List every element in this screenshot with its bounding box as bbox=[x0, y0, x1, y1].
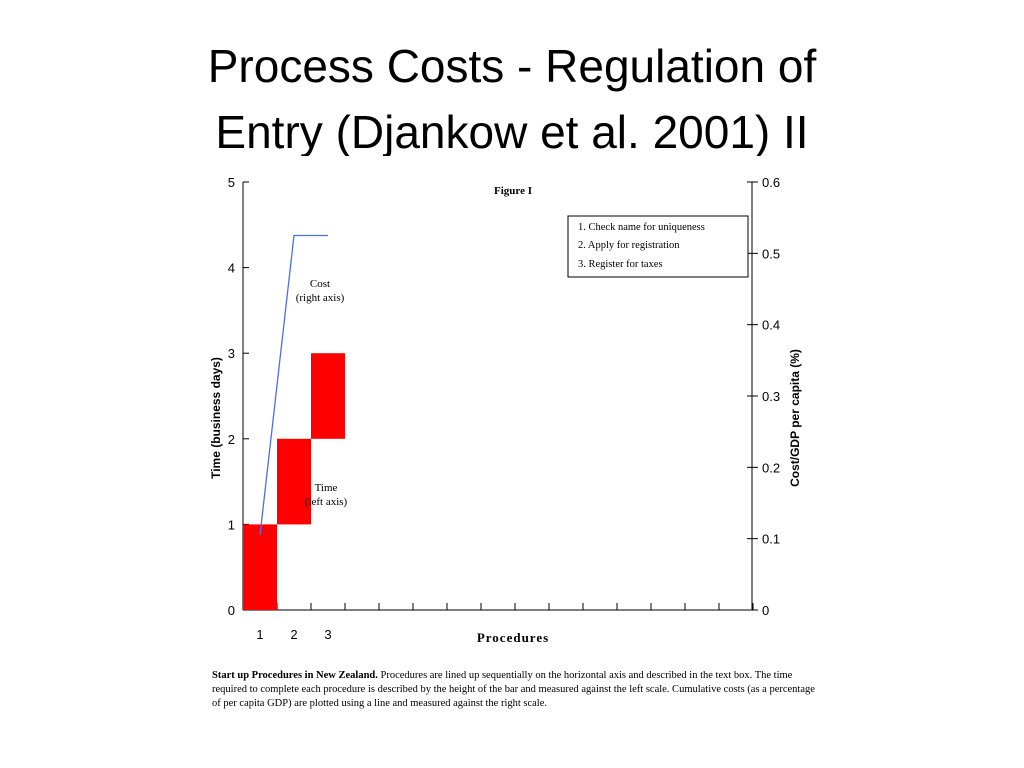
time-annotation-line-1: Time bbox=[315, 482, 338, 494]
time-bar-procedure-2 bbox=[277, 438, 311, 525]
y2-tick-label: 0.6 bbox=[762, 175, 780, 190]
y-tick-label: 5 bbox=[228, 175, 235, 190]
y2-tick-label: 0.5 bbox=[762, 246, 780, 261]
legend-item-2: 2. Apply for registration bbox=[578, 240, 680, 251]
y-tick-label: 4 bbox=[228, 261, 235, 276]
caption-heading: Start up Procedures in New Zealand. bbox=[212, 670, 378, 681]
x-tick-label: 3 bbox=[324, 627, 331, 642]
legend-item-1: 1. Check name for uniqueness bbox=[578, 222, 705, 233]
y2-tick-label: 0.3 bbox=[762, 389, 780, 404]
y-tick-label: 0 bbox=[228, 603, 235, 618]
time-annotation-line-2: (left axis) bbox=[305, 496, 348, 508]
legend-box: 1. Check name for uniqueness 2. Apply fo… bbox=[567, 215, 749, 278]
x-tick-label: 1 bbox=[256, 627, 263, 642]
y2-axis-label: Cost/GDP per capita (%) bbox=[788, 349, 802, 487]
time-bar-procedure-3 bbox=[311, 353, 345, 439]
y-tick-label: 1 bbox=[228, 517, 235, 532]
slide-title-line-2: Entry (Djankow et al. 2001) II bbox=[215, 106, 809, 156]
x-tick-label: 2 bbox=[290, 627, 297, 642]
figure-caption: Start up Procedures in New Zealand. Proc… bbox=[212, 669, 818, 711]
y-tick-label: 3 bbox=[228, 346, 235, 361]
chart-labels: Figure I 1. Check name for uniqueness 2.… bbox=[209, 185, 802, 645]
time-bar-procedure-1 bbox=[243, 524, 277, 610]
cost-annotation-line-1: Cost bbox=[310, 278, 330, 290]
caption-body: Procedures are lined up sequentially on … bbox=[212, 670, 815, 709]
y2-tick-label: 0.4 bbox=[762, 318, 780, 333]
figure-label: Figure I bbox=[494, 185, 532, 197]
y2-tick-label: 0 bbox=[762, 603, 769, 618]
cost-line bbox=[259, 234, 328, 536]
legend-item-3: 3. Register for taxes bbox=[578, 259, 663, 270]
time-bars bbox=[243, 353, 345, 610]
x-axis-label: Procedures bbox=[477, 630, 549, 645]
cost-annotation-line-2: (right axis) bbox=[296, 292, 345, 304]
slide-title-line-1: Process Costs - Regulation of bbox=[207, 40, 817, 92]
y-axis-label: Time (business days) bbox=[209, 357, 223, 479]
chart-axes: 0 1 2 3 4 5 0 0.1 0.2 0.3 0.4 0.5 0.6 1 2 3 bbox=[228, 175, 780, 642]
cost-line-group bbox=[259, 234, 328, 536]
y2-tick-label: 0.1 bbox=[762, 532, 780, 547]
y-tick-label: 2 bbox=[228, 432, 235, 447]
y2-tick-label: 0.2 bbox=[762, 460, 780, 475]
